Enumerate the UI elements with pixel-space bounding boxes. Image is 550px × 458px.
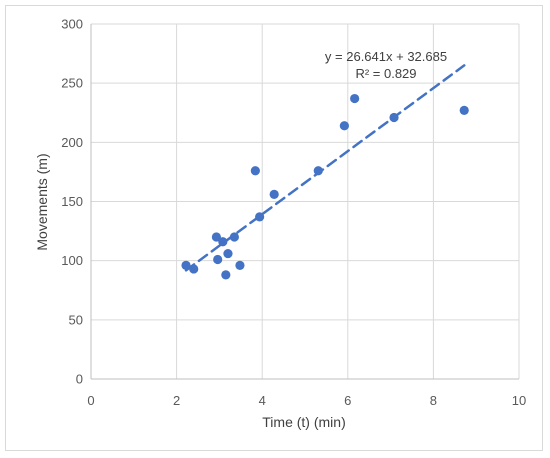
data-point [189,264,199,274]
scatter-chart: 0 50 100 150 200 250 300 0 2 4 6 8 10 y = 26.641x + … [34,17,526,431]
x-tick-label: 0 [87,393,94,408]
tick-labels: 0 50 100 150 200 250 300 0 2 4 6 8 10 [61,17,526,409]
trendline-equation: y = 26.641x + 32.685 [325,49,447,64]
y-tick-label: 0 [76,372,83,387]
gridlines [91,23,520,379]
y-tick-label: 200 [61,135,83,150]
y-tick-label: 100 [61,253,83,268]
x-tick-label: 6 [344,393,351,408]
data-point [221,270,231,280]
data-point [235,260,245,270]
data-point [255,212,265,222]
data-point [213,254,223,265]
y-tick-label: 250 [61,76,83,91]
chart-frame: 0 50 100 150 200 250 300 0 2 4 6 8 10 y = 26.641x + … [5,5,543,451]
data-point [350,93,360,104]
data-point [313,166,323,176]
y-axis-title: Movements (m) [34,153,50,250]
data-point [459,105,469,115]
y-tick-label: 50 [69,312,83,327]
trendline-layer [184,64,466,272]
y-tick-label: 150 [61,194,83,209]
x-tick-label: 2 [173,393,180,408]
data-point [269,189,279,199]
data-point [339,121,349,131]
axes [90,24,519,380]
data-point [218,237,228,247]
x-tick-label: 10 [512,393,526,408]
x-tick-label: 8 [430,393,437,408]
data-point [389,112,399,123]
data-point [211,232,222,242]
x-axis-title: Time (t) (min) [262,414,345,430]
trendline [184,64,466,272]
x-tick-label: 4 [259,393,266,408]
data-point [223,248,233,259]
data-point [250,166,260,176]
data-points [181,93,469,280]
data-point [229,232,239,242]
y-tick-label: 300 [61,17,83,32]
trendline-r-squared: R² = 0.829 [355,66,416,81]
data-point [181,260,191,270]
